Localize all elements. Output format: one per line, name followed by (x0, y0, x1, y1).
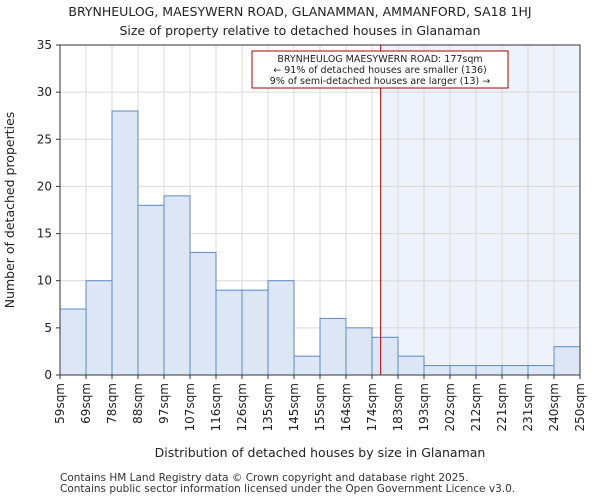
highlight-region (380, 45, 580, 375)
x-tick-label: 135sqm (261, 383, 275, 431)
bar (319, 317, 347, 376)
footer: Contains HM Land Registry data © Crown c… (60, 473, 515, 495)
bar (163, 195, 191, 376)
y-ticks: 0 5 10 15 20 25 30 35 (37, 38, 60, 382)
x-tick-label: 193sqm (417, 383, 431, 431)
bar (475, 365, 503, 376)
bar (85, 280, 113, 376)
bars-layer (59, 110, 581, 376)
bar (241, 289, 269, 376)
x-tick-label: 78sqm (105, 383, 119, 424)
y-axis-label: Number of detached properties (2, 112, 17, 309)
x-tick-label: 126sqm (235, 383, 249, 431)
y-tick-label: 5 (44, 321, 52, 335)
x-ticks: 59sqm 69sqm 78sqm 88sqm 97sqm 107sqm 116sqm 126… (53, 375, 587, 431)
footer-line-2: Contains public sector information licen… (60, 483, 516, 495)
bar (215, 289, 243, 376)
y-tick-label: 35 (37, 38, 52, 52)
bar (267, 280, 295, 376)
bar (293, 355, 321, 376)
footer-line-1: Contains HM Land Registry data © Crown c… (60, 472, 469, 484)
y-tick-label: 25 (37, 132, 52, 146)
x-tick-label: 97sqm (157, 383, 171, 424)
x-tick-label: 59sqm (53, 383, 67, 424)
bar (189, 251, 217, 376)
bar (345, 327, 373, 376)
x-tick-label: 174sqm (365, 383, 379, 431)
annotation-title: BRYNHEULOG MAESYWERN ROAD: 177sqm (277, 54, 482, 65)
bar (423, 365, 451, 376)
x-tick-label: 164sqm (339, 383, 353, 431)
x-tick-label: 107sqm (183, 383, 197, 431)
x-tick-label: 69sqm (79, 383, 93, 424)
chart-subtitle: Size of property relative to detached ho… (119, 23, 481, 38)
bar (553, 346, 581, 376)
y-tick-label: 0 (44, 368, 52, 382)
x-tick-label: 88sqm (131, 383, 145, 424)
chart-title-block: BRYNHEULOG, MAESYWERN ROAD, GLANAMMAN, A… (0, 2, 600, 40)
y-tick-label: 15 (37, 227, 52, 241)
marker-annotation: BRYNHEULOG MAESYWERN ROAD: 177sqm ← 91% … (251, 50, 509, 89)
y-tick-label: 30 (37, 85, 52, 99)
bar (111, 110, 139, 376)
bar (527, 365, 555, 376)
annotation-larger: 9% of semi-detached houses are larger (1… (270, 76, 490, 87)
bar (449, 365, 477, 376)
x-tick-label: 250sqm (573, 383, 587, 431)
y-tick-label: 10 (37, 274, 52, 288)
chart-title: BRYNHEULOG, MAESYWERN ROAD, GLANAMMAN, A… (68, 4, 532, 19)
x-tick-label: 155sqm (313, 383, 327, 431)
annotation-box (251, 50, 509, 89)
x-axis-label: Distribution of detached houses by size … (155, 445, 486, 460)
bar (397, 355, 425, 376)
bar (371, 336, 399, 376)
x-tick-label: 231sqm (521, 383, 535, 431)
bar (137, 204, 165, 376)
x-tick-label: 116sqm (209, 383, 223, 431)
bar (59, 308, 87, 376)
x-tick-label: 221sqm (495, 383, 509, 431)
x-tick-label: 212sqm (469, 383, 483, 431)
bar (501, 365, 529, 376)
x-tick-label: 145sqm (287, 383, 301, 431)
y-tick-label: 20 (37, 179, 52, 193)
x-tick-label: 240sqm (547, 383, 561, 431)
annotation-smaller: ← 91% of detached houses are smaller (13… (273, 65, 486, 76)
x-tick-label: 183sqm (391, 383, 405, 431)
x-tick-label: 202sqm (443, 383, 457, 431)
